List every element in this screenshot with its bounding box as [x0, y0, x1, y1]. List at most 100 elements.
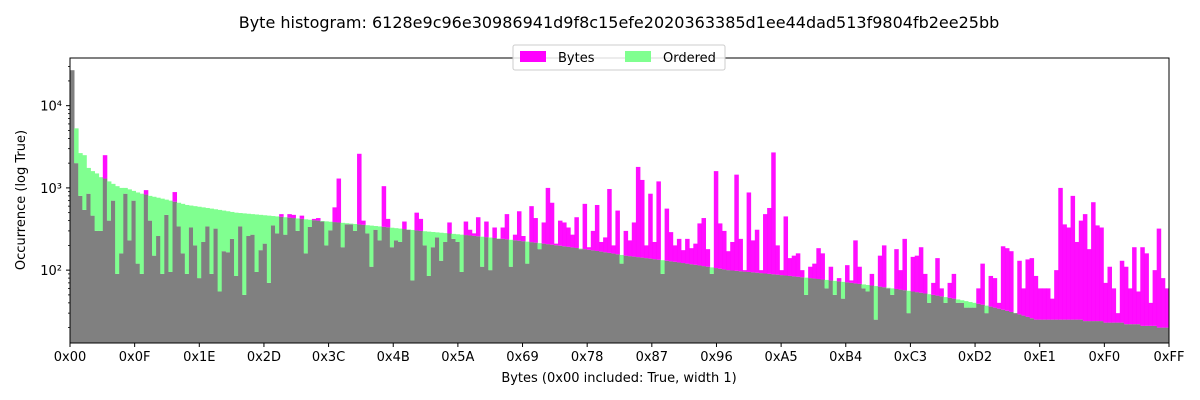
bar-overlap-0x10: [135, 263, 141, 343]
bar-ordered-0x29: [238, 213, 243, 227]
bar-bytes-0xA8: [758, 270, 764, 274]
bar-bytes-0x3B: [311, 218, 317, 221]
bar-overlap-0x4B: [377, 240, 383, 343]
bar-bytes-0xD2: [931, 282, 936, 295]
bar-overlap-0xA2: [734, 270, 739, 343]
bar-overlap-0x28: [234, 275, 239, 343]
bar-overlap-0x3D: [320, 221, 325, 343]
bar-overlap-0xC9: [894, 288, 899, 343]
bar-bytes-0xA3: [738, 238, 743, 272]
bar-overlap-0xC5: [877, 286, 883, 343]
bar-bytes-0x69: [500, 227, 506, 239]
bar-ordered-0x1C: [184, 204, 190, 274]
bar-overlap-0x20: [201, 241, 206, 343]
bar-overlap-0xE7: [1017, 314, 1022, 343]
bar-overlap-0xF0: [1054, 319, 1059, 343]
bar-bytes-0x80: [594, 204, 600, 251]
bar-bytes-0xEE: [1045, 288, 1051, 320]
bar-ordered-0x56: [422, 231, 428, 246]
x-tick-label: 0x96: [700, 350, 733, 365]
bar-overlap-0xE8: [1021, 315, 1026, 343]
bar-ordered-0x0E: [127, 189, 132, 241]
bar-bytes-0x91: [664, 208, 670, 261]
bar-ordered-0x2D: [254, 214, 260, 272]
bar-bytes-0x8B: [640, 179, 645, 258]
bar-overlap-0x69: [500, 238, 506, 343]
bar-overlap-0x10B: [1164, 327, 1170, 343]
bar-bytes-0x94: [676, 238, 682, 263]
bar-overlap-0x0F: [131, 200, 137, 343]
bar-bytes-0x65: [484, 221, 489, 238]
bar-overlap-0x2E: [258, 250, 264, 343]
bar-bytes-0xEF: [1050, 298, 1055, 320]
bar-overlap-0x58: [430, 247, 436, 343]
bar-overlap-0x68: [496, 238, 501, 343]
x-tick-label: 0x1E: [183, 350, 215, 365]
bar-bytes-0x36: [291, 214, 296, 219]
bar-bytes-0x84: [611, 245, 616, 254]
bar-ordered-0x6F: [525, 241, 530, 264]
bar-overlap-0x75: [549, 244, 555, 343]
y-tick-label: 10⁴: [40, 100, 62, 115]
bar-bytes-0x7D: [582, 203, 588, 250]
bar-overlap-0x59: [434, 237, 440, 343]
bar-overlap-0x71: [533, 242, 538, 343]
bar-bytes-0xE9: [1025, 259, 1030, 317]
bar-ordered-0x11: [139, 193, 145, 274]
bar-ordered-0xBC: [840, 281, 846, 299]
bar-overlap-0xDF: [984, 313, 989, 343]
bar-ordered-0x07: [98, 177, 104, 231]
bar-overlap-0x32: [275, 233, 280, 343]
bar-overlap-0xCA: [898, 289, 903, 343]
bar-overlap-0xD7: [951, 298, 957, 343]
bar-overlap-0xAE: [783, 275, 789, 343]
bar-overlap-0x12: [143, 194, 149, 343]
bar-overlap-0x94: [676, 262, 682, 343]
bar-overlap-0x34: [283, 234, 288, 343]
bar-bytes-0xD0: [922, 273, 928, 294]
bar-bytes-0x107: [1148, 302, 1153, 326]
bar-bytes-0x82: [603, 237, 608, 253]
bar-overlap-0x18: [168, 271, 173, 343]
bar-overlap-0xFD: [1107, 322, 1112, 343]
x-tick-label: 0xF0: [1088, 350, 1120, 365]
bar-overlap-0xA6: [750, 272, 756, 343]
bar-ordered-0x26: [225, 211, 231, 253]
bar-overlap-0x66: [488, 270, 493, 343]
bar-overlap-0x86: [619, 263, 624, 343]
bar-bytes-0xBD: [845, 265, 850, 283]
bar-overlap-0x82: [603, 252, 608, 343]
bar-overlap-0x08: [102, 178, 108, 343]
bar-bytes-0xFC: [1103, 282, 1108, 323]
bar-overlap-0x40: [332, 222, 337, 343]
bar-ordered-0x1A: [176, 202, 182, 227]
bar-bytes-0xD4: [939, 288, 944, 297]
bar-overlap-0x9E: [717, 268, 723, 343]
bar-overlap-0x01: [74, 163, 79, 343]
bar-bytes-0x4C: [381, 186, 387, 227]
bar-ordered-0x9C: [709, 267, 715, 274]
bar-overlap-0x6B: [508, 266, 514, 343]
bar-bytes-0x88: [627, 240, 633, 257]
bar-overlap-0x7F: [590, 250, 596, 343]
bar-overlap-0x8E: [652, 259, 657, 343]
bar-overlap-0xF7: [1082, 321, 1088, 343]
bar-overlap-0xED: [1041, 319, 1047, 343]
bar-ordered-0x57: [426, 231, 432, 276]
bar-overlap-0x36: [291, 218, 296, 343]
bar-overlap-0x95: [681, 263, 686, 343]
bar-bytes-0xA2: [734, 174, 739, 271]
bar-overlap-0x2D: [254, 271, 260, 343]
bar-overlap-0x4C: [381, 226, 387, 343]
bar-overlap-0x4A: [373, 229, 378, 343]
bar-overlap-0x03: [82, 209, 87, 343]
bar-overlap-0x106: [1144, 325, 1149, 343]
bar-bytes-0xCD: [910, 256, 916, 292]
bar-ordered-0xC4: [873, 286, 879, 320]
bar-ordered-0x13: [147, 195, 153, 221]
bar-overlap-0x46: [357, 224, 362, 343]
bar-ordered-0xD8: [955, 299, 961, 303]
bar-overlap-0x2C: [250, 234, 255, 343]
bar-overlap-0x7A: [570, 247, 575, 343]
bar-overlap-0xB7: [820, 279, 825, 343]
